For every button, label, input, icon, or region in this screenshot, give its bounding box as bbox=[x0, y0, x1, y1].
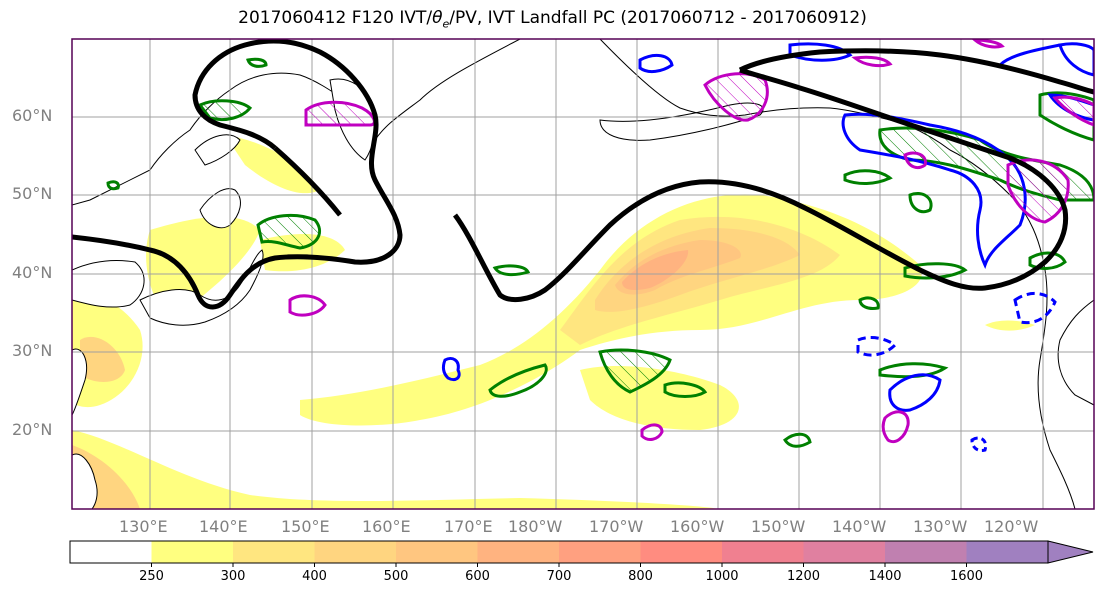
colorbar-segment bbox=[559, 541, 641, 563]
ivt-region-okhotsk bbox=[225, 135, 320, 194]
lon-label-170w: 170°W bbox=[589, 517, 644, 536]
colorbar-segment bbox=[477, 541, 560, 563]
lon-label-150e: 150°E bbox=[281, 517, 330, 536]
chart-title: 2017060412 F120 IVT/θe/PV, IVT Landfall … bbox=[0, 8, 1105, 30]
colorbar-tick-label: 700 bbox=[546, 569, 572, 584]
colorbar-tick-label: 500 bbox=[383, 569, 409, 584]
ivt-region-south-band bbox=[72, 430, 720, 509]
pv-contours bbox=[441, 42, 1094, 452]
lat-label-20n: 20°N bbox=[12, 420, 53, 439]
title-theta: θ bbox=[432, 8, 443, 28]
lat-label-50n: 50°N bbox=[12, 184, 53, 203]
colorbar-segment bbox=[966, 541, 1049, 563]
colorbar-segment bbox=[803, 541, 886, 563]
lat-label-30n: 30°N bbox=[12, 341, 53, 360]
colorbar bbox=[69, 540, 1094, 567]
philippines bbox=[72, 453, 98, 509]
ivt-core-west-pacific bbox=[80, 336, 125, 382]
landfall-pc-contour bbox=[72, 39, 1094, 310]
title-suffix: /PV, IVT Landfall PC (2017060712 - 20170… bbox=[449, 8, 867, 28]
colorbar-tick-label: 400 bbox=[302, 569, 327, 584]
colorbar-tick-label: 600 bbox=[465, 569, 490, 584]
colorbar-extend-arrow bbox=[1047, 540, 1094, 564]
lon-label-180w: 180°W bbox=[508, 517, 563, 536]
lon-label-150w: 150°W bbox=[751, 517, 806, 536]
lon-label-120w: 120°W bbox=[984, 517, 1039, 536]
graticule bbox=[72, 39, 1094, 509]
colorbar-segment bbox=[885, 541, 967, 563]
colorbar-segment bbox=[151, 541, 234, 563]
colorbar-tick-label: 1200 bbox=[786, 569, 821, 584]
colorbar-segment bbox=[70, 541, 152, 563]
map-plot-area bbox=[72, 39, 1094, 509]
colorbar-tick-label: 1400 bbox=[868, 569, 902, 584]
lon-label-160e: 160°E bbox=[362, 517, 411, 536]
colorbar-tick-label: 250 bbox=[139, 569, 164, 584]
colorbar-tick-label: 300 bbox=[220, 569, 246, 584]
siberia bbox=[72, 39, 521, 206]
colorbar-segment bbox=[396, 541, 478, 563]
lon-label-140e: 140°E bbox=[199, 517, 248, 536]
colorbar-tick-label: 1000 bbox=[705, 569, 739, 584]
china-coast bbox=[72, 348, 87, 416]
lat-label-40n: 40°N bbox=[12, 263, 53, 282]
ivt-level-600 bbox=[622, 250, 689, 290]
aleutian-islands bbox=[599, 102, 764, 141]
lat-label-60n: 60°N bbox=[12, 106, 53, 125]
colorbar-segment bbox=[722, 541, 804, 563]
lon-label-130e: 130°E bbox=[119, 517, 168, 536]
colorbar-segment bbox=[314, 541, 397, 563]
lon-label-160w: 160°W bbox=[670, 517, 725, 536]
lon-label-170e: 170°E bbox=[444, 517, 493, 536]
colorbar-tick-label: 1600 bbox=[949, 569, 984, 584]
colorbar-tick-label: 800 bbox=[628, 569, 653, 584]
colorbar-segment bbox=[233, 541, 315, 563]
sakhalin bbox=[194, 134, 241, 166]
lon-label-140w: 140°W bbox=[832, 517, 887, 536]
lon-label-130w: 130°W bbox=[913, 517, 968, 536]
colorbar-segment bbox=[640, 541, 723, 563]
asia-coast-north bbox=[72, 259, 145, 308]
title-theta-subscript: e bbox=[442, 17, 450, 31]
map-frame bbox=[71, 38, 1095, 510]
title-prefix: 2017060412 F120 IVT/ bbox=[238, 8, 433, 28]
